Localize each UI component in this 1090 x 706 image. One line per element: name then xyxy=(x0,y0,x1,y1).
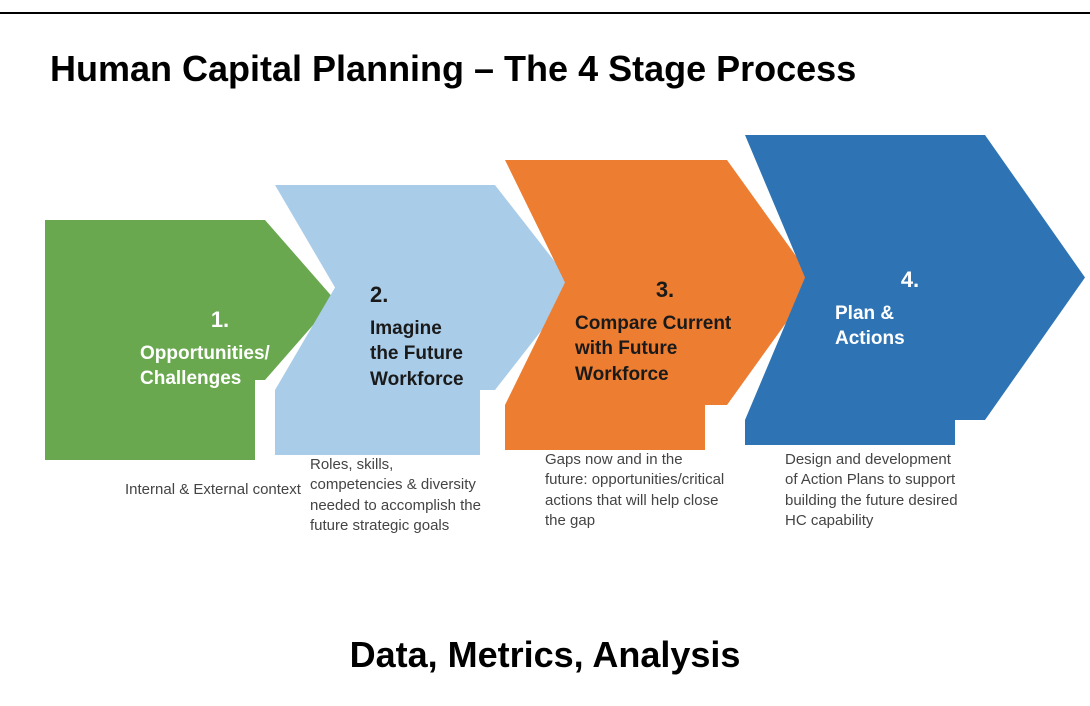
stage-name: Imagine the Future Workforce xyxy=(370,316,520,393)
stage-description: Design and development of Action Plans t… xyxy=(785,450,965,531)
stage-number: 3. xyxy=(575,275,755,305)
stage-name: Compare Current with Future Workforce xyxy=(575,311,755,388)
stage-description: Roles, skills, competencies & diversity … xyxy=(310,455,490,536)
top-divider xyxy=(0,12,1090,14)
stage-description: Internal & External context xyxy=(125,480,305,500)
stage-label: 3. Compare Current with Future Workforce xyxy=(575,275,755,388)
process-flow-diagram: 1.Opportunities/ ChallengesInternal & Ex… xyxy=(0,130,1090,580)
page-title: Human Capital Planning – The 4 Stage Pro… xyxy=(50,48,856,90)
stage-number: 4. xyxy=(835,265,985,295)
footer-caption: Data, Metrics, Analysis xyxy=(0,634,1090,676)
stage-4: 4.Plan & ActionsDesign and development o… xyxy=(745,130,1085,460)
stage-label: 2. Imagine the Future Workforce xyxy=(370,280,520,393)
stage-description: Gaps now and in the future: opportunitie… xyxy=(545,450,725,531)
stage-label: 4. Plan & Actions xyxy=(835,265,985,352)
stage-name: Plan & Actions xyxy=(835,301,985,352)
stage-number: 2. xyxy=(370,280,520,310)
